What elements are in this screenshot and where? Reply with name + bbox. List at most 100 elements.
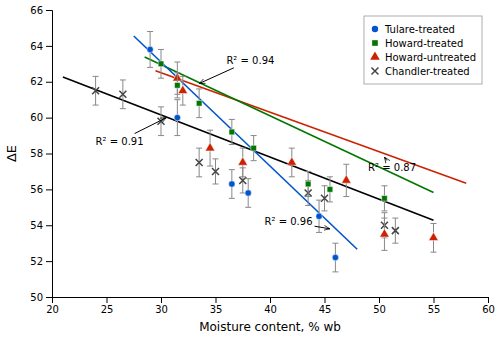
point (429, 232, 439, 240)
annotation: R² = 0.87 (368, 162, 416, 173)
annotation-arrow (315, 226, 330, 229)
x-tick-label: 30 (155, 304, 168, 315)
error-bar (93, 76, 99, 105)
point (332, 254, 338, 260)
y-tick-mark (46, 10, 52, 11)
x-tick-mark (107, 297, 108, 303)
y-tick: 66 (30, 5, 52, 16)
point (119, 91, 126, 98)
x-axis-title: Moisture content, % wb (199, 320, 341, 334)
error-bar (147, 32, 153, 68)
y-tick-mark (46, 154, 52, 155)
point (251, 145, 257, 151)
y-tick-mark (46, 189, 52, 190)
legend-item: Chandler-treated (371, 66, 469, 77)
chart: 202530354045505560505254565860626466Mois… (0, 0, 500, 339)
x-tick-label: 50 (373, 304, 386, 315)
y-tick: 60 (30, 112, 52, 123)
point (287, 157, 297, 165)
x-tick: 25 (101, 297, 114, 315)
annotation: R² = 0.91 (96, 136, 144, 147)
error-bar (245, 179, 251, 208)
x-tick-mark (325, 297, 326, 303)
legend-symbol (370, 51, 380, 59)
annotation: R² = 0.94 (226, 55, 274, 66)
error-bar (196, 148, 202, 177)
x-tick: 40 (264, 297, 277, 315)
point (92, 87, 99, 94)
x-tick: 50 (373, 297, 386, 315)
y-tick: 52 (30, 256, 52, 267)
y-tick-label: 60 (30, 112, 43, 123)
y-tick: 58 (30, 148, 52, 159)
legend-items: Tulare-treated Howard-treated Howard-untre… (370, 24, 476, 77)
error-bar (174, 100, 180, 136)
error-bar (120, 80, 126, 109)
error-bar (305, 171, 311, 196)
error-bar (196, 89, 202, 118)
error-bar (158, 49, 164, 78)
point (158, 61, 164, 67)
point (238, 157, 248, 165)
error-bar (327, 177, 333, 202)
x-tick-mark (488, 297, 489, 303)
point (327, 187, 333, 193)
error-bar (213, 159, 219, 184)
y-tick-mark (46, 82, 52, 83)
x-tick-mark (270, 297, 271, 303)
error-bar (322, 186, 328, 211)
point (212, 168, 219, 175)
x-tick: 35 (210, 297, 223, 315)
error-bar (381, 186, 387, 211)
point (174, 114, 180, 120)
point (196, 159, 203, 166)
x-tick-mark (161, 297, 162, 303)
error-bar (332, 243, 338, 272)
point (175, 83, 181, 89)
y-axis-title: ΔE (4, 145, 19, 162)
y-tick-label: 58 (30, 148, 43, 159)
legend: Tulare-treated Howard-treated Howard-untre… (364, 16, 482, 84)
legend-symbol (372, 26, 378, 32)
point (196, 100, 202, 106)
legend-label: Howard-untreated (385, 52, 476, 63)
point (239, 177, 246, 184)
x-tick-label: 55 (428, 304, 441, 315)
point (229, 181, 235, 187)
legend-box (364, 16, 482, 84)
x-axis-line (53, 298, 489, 304)
error-bar (229, 119, 235, 144)
x-tick: 55 (428, 297, 441, 315)
y-axis: 505254565860626466 (30, 5, 52, 303)
y-tick: 56 (30, 184, 52, 195)
y-tick: 54 (30, 220, 52, 231)
legend-symbol (372, 40, 378, 46)
y-tick-label: 54 (30, 220, 43, 231)
series-0 (147, 32, 339, 272)
annotation-arrow (199, 68, 234, 84)
x-tick-label: 25 (101, 304, 114, 315)
fit-line (156, 71, 467, 183)
annotation-arrow (384, 157, 386, 160)
y-tick-mark (46, 118, 52, 119)
point (380, 229, 390, 237)
y-tick: 50 (30, 292, 52, 303)
point (305, 181, 311, 187)
x-tick: 30 (155, 297, 168, 315)
legend-item: Howard-untreated (370, 51, 476, 62)
y-tick: 64 (30, 41, 52, 52)
annotation-arrow (135, 118, 167, 134)
point (245, 190, 251, 196)
legend-item: Howard-treated (372, 38, 463, 49)
x-tick-mark (216, 297, 217, 303)
legend-label: Tulare-treated (384, 24, 455, 35)
y-tick-mark (46, 297, 52, 298)
x-tick-label: 45 (319, 304, 332, 315)
x-tick-label: 40 (264, 304, 277, 315)
x-tick: 45 (319, 297, 332, 315)
y-tick-mark (46, 46, 52, 47)
error-bar (392, 218, 398, 243)
legend-item: Tulare-treated (372, 24, 455, 35)
legend-label: Chandler-treated (385, 66, 470, 77)
point (321, 195, 328, 202)
